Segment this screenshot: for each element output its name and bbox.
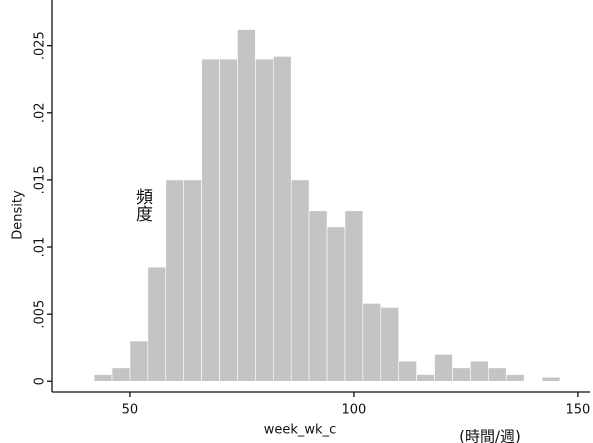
bar [470, 360, 489, 382]
bar [183, 179, 202, 382]
bar [452, 367, 471, 382]
bar [416, 374, 435, 382]
y-tick-label: 0 [33, 377, 48, 385]
x-tick-label: 100 [342, 403, 367, 418]
y-axis-label: Density [11, 190, 26, 240]
bar [255, 58, 274, 382]
bar [380, 307, 400, 382]
bar [505, 374, 525, 382]
bar [362, 303, 382, 382]
bar [326, 226, 346, 382]
x-axis-label: week_wk_c [264, 423, 336, 438]
annotation: 頻度 [132, 188, 153, 222]
y-tick-label: .005 [33, 300, 48, 329]
annotation: (時間/週) [459, 428, 521, 443]
bar [488, 367, 507, 382]
bar [272, 56, 292, 382]
y-tick-label: .015 [33, 165, 48, 194]
y-tick-label: .01 [33, 237, 48, 258]
bar [147, 266, 167, 382]
bar [237, 29, 256, 382]
y-tick-label: .025 [33, 31, 48, 60]
bar [308, 210, 328, 382]
x-tick-label: 50 [122, 403, 139, 418]
bar [290, 179, 310, 382]
bar [201, 58, 220, 382]
bar [111, 367, 131, 382]
bar [129, 340, 149, 382]
x-tick-label: 150 [565, 403, 590, 418]
y-tick-label: .02 [33, 102, 48, 123]
bar [398, 360, 417, 382]
bar [344, 210, 364, 382]
bar [434, 354, 453, 382]
bar [541, 376, 561, 382]
bar [219, 58, 238, 382]
bar [165, 179, 185, 382]
bar [93, 374, 113, 382]
